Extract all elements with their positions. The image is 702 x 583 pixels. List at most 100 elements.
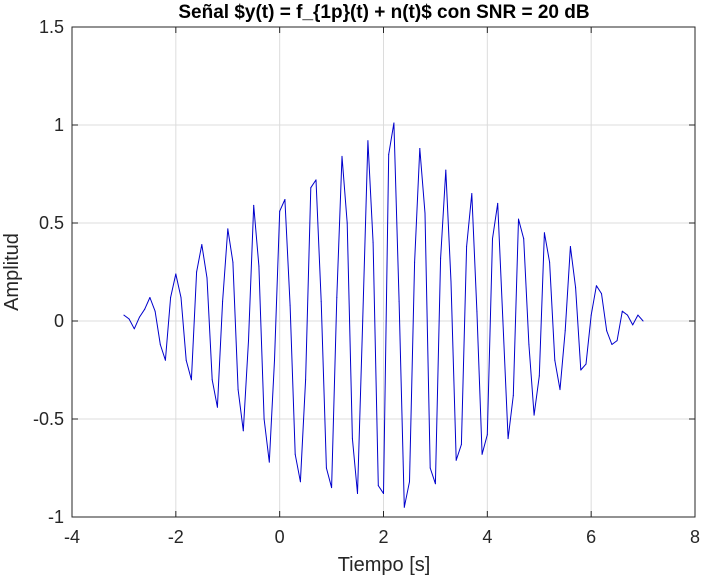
data-point (471, 193, 473, 195)
data-point (123, 314, 125, 316)
data-point (569, 246, 571, 247)
data-point (492, 238, 493, 240)
data-point (222, 300, 224, 302)
x-tick-label: -4 (64, 527, 80, 547)
data-point (507, 438, 509, 440)
x-tick-label: 8 (690, 527, 700, 547)
data-point (310, 187, 312, 189)
data-point (414, 261, 416, 263)
data-point (284, 199, 286, 200)
data-point (206, 277, 208, 279)
data-point (481, 453, 483, 455)
data-point (393, 122, 395, 124)
data-point (346, 222, 348, 224)
data-point (486, 434, 488, 436)
data-point (642, 320, 644, 322)
data-point (154, 310, 156, 312)
data-point (128, 318, 130, 320)
x-tick-label: 6 (586, 527, 596, 547)
y-tick-label: -0.5 (33, 409, 64, 429)
data-point (429, 467, 431, 469)
data-point (424, 212, 426, 214)
x-tick-label: 0 (275, 527, 285, 547)
data-point (476, 310, 478, 312)
data-point (460, 444, 462, 445)
data-point (196, 271, 198, 273)
data-point (497, 202, 499, 204)
data-point (580, 369, 582, 371)
data-point (227, 228, 229, 230)
data-point (305, 379, 307, 381)
data-point (242, 430, 244, 432)
data-point (216, 406, 218, 408)
data-point (538, 375, 540, 377)
data-point (554, 359, 556, 361)
data-point (512, 395, 514, 396)
data-point (170, 297, 172, 298)
data-point (190, 379, 192, 381)
data-point (149, 297, 151, 298)
y-tick-label: 0.5 (39, 213, 64, 233)
data-point (595, 285, 597, 287)
data-point (601, 293, 602, 295)
data-point (139, 316, 140, 318)
data-point (377, 485, 379, 487)
x-tick-label: -2 (168, 527, 184, 547)
data-point (341, 155, 343, 157)
data-point (175, 273, 177, 275)
data-point (445, 169, 447, 171)
x-tick-label: 4 (482, 527, 492, 547)
data-point (248, 340, 249, 342)
y-tick-label: 0 (54, 311, 64, 331)
data-point (455, 459, 457, 461)
data-point (502, 320, 504, 322)
data-point (621, 310, 623, 312)
data-point (133, 328, 135, 330)
x-axis-label: Tiempo [s] (338, 554, 431, 576)
data-point (383, 493, 384, 494)
data-point (331, 487, 333, 489)
data-point (180, 297, 182, 298)
data-point (606, 330, 608, 332)
data-point (299, 481, 301, 483)
data-point (575, 287, 577, 289)
data-point (528, 344, 530, 345)
data-point (268, 461, 270, 463)
data-point (164, 359, 166, 361)
data-point (289, 304, 291, 306)
data-point (253, 204, 255, 206)
data-point (279, 210, 281, 212)
data-point (367, 140, 369, 142)
data-point (616, 340, 618, 342)
data-point (325, 467, 327, 469)
data-point (372, 242, 374, 244)
data-point (523, 238, 525, 240)
ticks: -4 -2 0 2 4 6 8 -1 -0.5 0 0.5 1 1.5 (33, 17, 700, 547)
data-point (362, 320, 364, 322)
data-point (518, 218, 519, 220)
data-point (533, 414, 535, 416)
data-point (398, 300, 400, 302)
data-point (274, 359, 275, 361)
x-tick-label: 2 (378, 527, 388, 547)
y-tick-label: 1.5 (39, 17, 64, 37)
series-layer (123, 122, 644, 508)
data-point (388, 153, 390, 155)
chart-title: Señal $y(t) = f_{1p}(t) + n(t)$ con SNR … (178, 2, 589, 23)
data-point (559, 389, 561, 391)
data-point (637, 314, 639, 316)
data-point (144, 308, 146, 310)
data-point (294, 453, 296, 455)
data-point (627, 314, 628, 316)
data-point (434, 483, 436, 485)
data-point (564, 330, 566, 332)
data-point (450, 281, 452, 283)
data-point (549, 261, 551, 263)
data-point (237, 389, 239, 391)
data-point (201, 244, 203, 246)
data-point (419, 148, 421, 149)
data-point (403, 506, 405, 508)
